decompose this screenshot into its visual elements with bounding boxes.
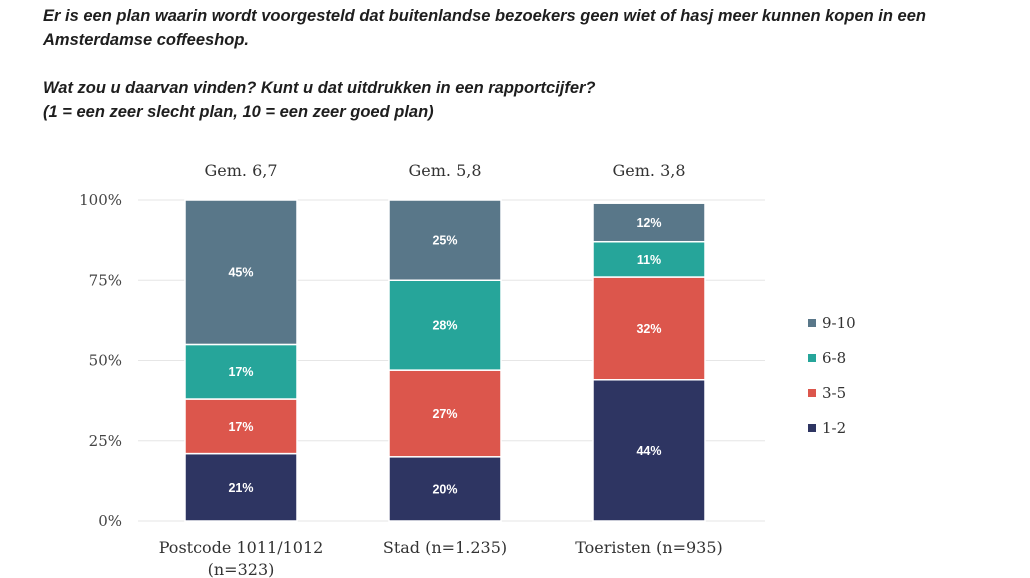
legend-label: 6-8	[822, 349, 846, 367]
bar-segment	[184, 398, 298, 455]
bar-segment	[184, 452, 298, 522]
legend-label: 1-2	[822, 419, 846, 437]
y-tick-label: 100%	[79, 191, 122, 209]
average-label: Gem. 3,8	[612, 161, 685, 180]
data-label: 17%	[228, 420, 253, 434]
y-tick-label: 50%	[89, 352, 122, 370]
legend-swatch	[808, 424, 816, 432]
data-label: 27%	[432, 407, 457, 421]
y-tick-label: 25%	[89, 432, 122, 450]
question-line: Wat zou u daarvan vinden? Kunt u dat uit…	[43, 79, 596, 97]
legend-label: 3-5	[822, 384, 846, 402]
legend-swatch	[808, 319, 816, 327]
bar-segment	[592, 276, 706, 381]
legend-swatch	[808, 354, 816, 362]
bar-segment	[184, 343, 298, 400]
data-label: 25%	[432, 234, 457, 248]
question-text: Er is een plan waarin wordt voorgesteld …	[43, 7, 926, 49]
bar-segment	[592, 240, 706, 278]
legend-label: 9-10	[822, 314, 856, 332]
category-label: (n=323)	[208, 560, 275, 578]
data-label: 12%	[636, 216, 661, 230]
category-label: Postcode 1011/1012	[159, 538, 324, 557]
data-label: 21%	[228, 481, 253, 495]
bar-segment	[184, 199, 298, 346]
bar-segment	[388, 369, 502, 458]
data-label: 20%	[432, 482, 457, 496]
bar-segment	[592, 202, 706, 243]
data-label: 28%	[432, 319, 457, 333]
scale-explanation: (1 = een zeer slecht plan, 10 = een zeer…	[43, 103, 434, 121]
y-tick-label: 75%	[89, 271, 122, 289]
legend-swatch	[808, 389, 816, 397]
bar-segment	[388, 199, 502, 281]
bar-segment	[388, 279, 502, 371]
category-label: Stad (n=1.235)	[383, 538, 507, 557]
average-label: Gem. 5,8	[408, 161, 481, 180]
data-label: 11%	[637, 253, 661, 267]
data-label: 44%	[636, 444, 661, 458]
bar-segment	[592, 379, 706, 522]
data-label: 32%	[636, 322, 661, 336]
data-label: 45%	[228, 266, 253, 280]
y-tick-label: 0%	[98, 512, 122, 530]
data-label: 17%	[228, 365, 253, 379]
question-subtext: Wat zou u daarvan vinden? Kunt u dat uit…	[43, 76, 1018, 124]
category-label: Toeristen (n=935)	[575, 538, 723, 557]
bar-segment	[388, 456, 502, 522]
average-label: Gem. 6,7	[204, 161, 277, 180]
